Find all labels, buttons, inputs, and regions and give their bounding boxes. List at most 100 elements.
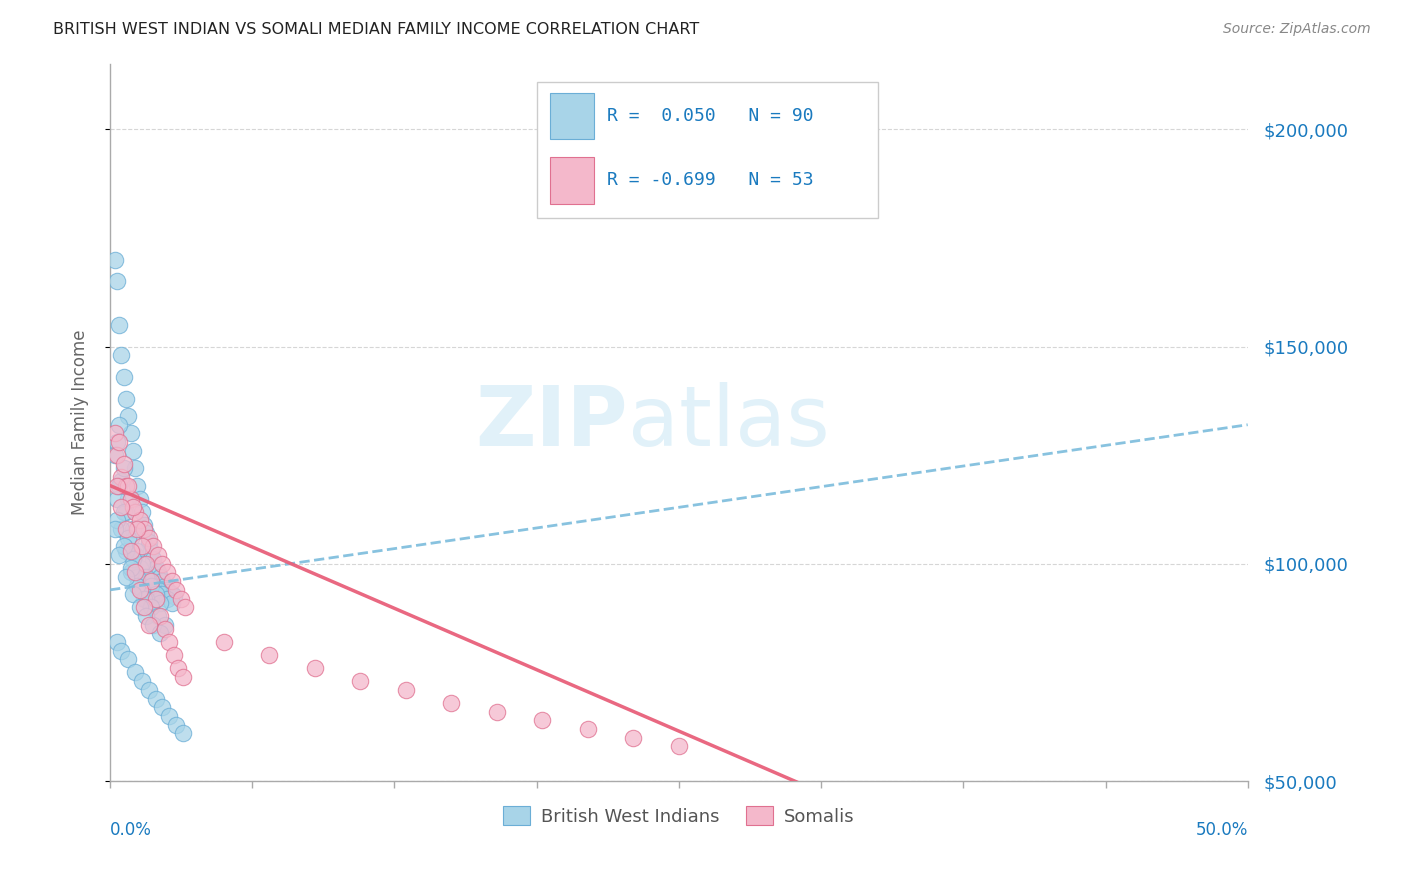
Point xyxy=(127,543,149,558)
Point xyxy=(117,491,139,506)
Point xyxy=(163,648,186,662)
Point xyxy=(110,475,132,489)
Point xyxy=(146,566,169,580)
Point xyxy=(135,526,157,541)
Point xyxy=(153,578,176,592)
Point xyxy=(149,609,172,624)
Point xyxy=(135,591,157,606)
Point xyxy=(212,635,235,649)
Point xyxy=(121,500,143,515)
Point xyxy=(128,600,150,615)
Point xyxy=(115,543,138,558)
Point xyxy=(440,696,463,710)
Point xyxy=(124,548,146,562)
Point xyxy=(142,578,165,592)
Point xyxy=(128,513,150,527)
Point xyxy=(152,587,174,601)
Point xyxy=(108,435,131,450)
Point xyxy=(110,500,132,515)
Point xyxy=(127,570,149,584)
Y-axis label: Median Family Income: Median Family Income xyxy=(72,330,89,516)
Point xyxy=(105,448,128,462)
Point xyxy=(124,566,146,580)
Point xyxy=(139,578,162,592)
Point xyxy=(112,370,135,384)
Point xyxy=(157,709,180,723)
Point xyxy=(165,582,187,597)
Text: R = -0.699   N = 53: R = -0.699 N = 53 xyxy=(607,171,814,189)
Point xyxy=(139,600,162,615)
Point xyxy=(105,435,128,450)
Point xyxy=(138,531,160,545)
Point xyxy=(115,522,138,536)
Point xyxy=(128,561,150,575)
Point xyxy=(105,635,128,649)
Point xyxy=(142,617,165,632)
Point xyxy=(110,644,132,658)
Point xyxy=(139,543,162,558)
Point xyxy=(156,566,179,580)
Point xyxy=(146,582,169,597)
Point xyxy=(117,478,139,492)
Point xyxy=(108,548,131,562)
Point xyxy=(117,409,139,423)
Point xyxy=(169,591,191,606)
Point xyxy=(131,540,153,554)
Point xyxy=(259,648,281,662)
Point xyxy=(121,522,143,536)
Point xyxy=(174,600,197,615)
Point xyxy=(157,635,180,649)
Point xyxy=(124,665,146,680)
Point xyxy=(134,517,156,532)
Point xyxy=(120,566,142,580)
Point xyxy=(156,582,179,597)
Point xyxy=(963,830,986,845)
Point xyxy=(115,392,138,406)
Point xyxy=(115,478,138,492)
Point xyxy=(135,570,157,584)
Point xyxy=(124,505,146,519)
Point xyxy=(668,739,690,754)
Point xyxy=(131,505,153,519)
Point xyxy=(167,661,190,675)
Point xyxy=(149,570,172,584)
Point xyxy=(142,552,165,566)
Point xyxy=(121,552,143,566)
FancyBboxPatch shape xyxy=(550,93,593,139)
Point xyxy=(485,705,508,719)
Point xyxy=(120,531,142,545)
Point xyxy=(145,591,167,606)
Point xyxy=(104,522,127,536)
Point xyxy=(531,713,554,727)
Point xyxy=(110,522,132,536)
Text: BRITISH WEST INDIAN VS SOMALI MEDIAN FAMILY INCOME CORRELATION CHART: BRITISH WEST INDIAN VS SOMALI MEDIAN FAM… xyxy=(53,22,700,37)
Point xyxy=(142,540,165,554)
Point xyxy=(127,478,149,492)
Point xyxy=(104,252,127,267)
Point xyxy=(115,570,138,584)
Point xyxy=(149,626,172,640)
Point xyxy=(172,670,194,684)
Point xyxy=(105,274,128,288)
Point xyxy=(117,531,139,545)
Point xyxy=(131,674,153,689)
Point xyxy=(128,491,150,506)
Point xyxy=(110,470,132,484)
Point xyxy=(120,543,142,558)
Point xyxy=(304,661,326,675)
Point xyxy=(112,540,135,554)
Point xyxy=(121,443,143,458)
Point xyxy=(138,535,160,549)
Point xyxy=(105,478,128,492)
Point xyxy=(104,426,127,441)
Point xyxy=(131,557,153,571)
Text: atlas: atlas xyxy=(627,382,830,463)
Point xyxy=(152,557,174,571)
Point xyxy=(127,578,149,592)
Point xyxy=(105,491,128,506)
Point xyxy=(160,596,183,610)
Legend: British West Indians, Somalis: British West Indians, Somalis xyxy=(496,799,862,833)
Point xyxy=(108,478,131,492)
FancyBboxPatch shape xyxy=(550,157,593,204)
Point xyxy=(138,617,160,632)
